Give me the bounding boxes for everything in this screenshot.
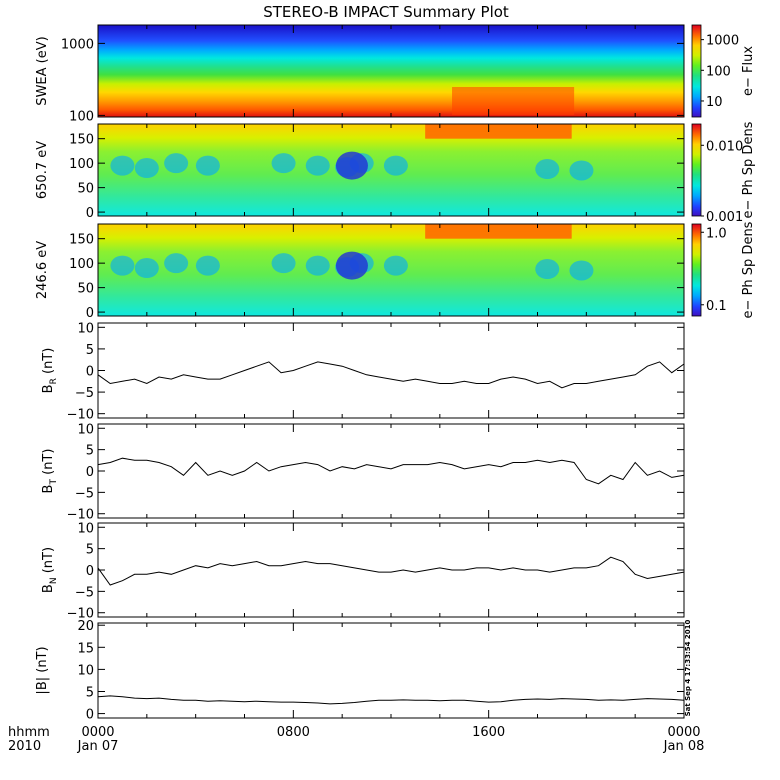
swea-colorbar — [691, 24, 702, 118]
y-tick-label: 100 — [69, 109, 94, 124]
panel-bt: BT (nT) — [41, 423, 685, 519]
y-tick-label: 50 — [77, 282, 94, 297]
br-frame — [97, 322, 685, 419]
figure-title: STEREO-B IMPACT Summary Plot — [263, 3, 509, 21]
pad650-y-label: 650.7 eV — [35, 141, 50, 199]
y-tick-label: 5 — [86, 343, 94, 358]
y-tick-label: −10 — [67, 408, 94, 423]
y-tick-label: 15 — [77, 641, 94, 656]
panel-bmag: |B| (nT) — [35, 622, 685, 719]
y-tick-label: 5 — [86, 685, 94, 700]
x-tick-label: 0800 — [277, 725, 310, 740]
y-tick-label: −10 — [67, 607, 94, 622]
bn-y-label: BN (nT) — [41, 547, 59, 593]
y-tick-label: 0 — [86, 564, 94, 579]
br-y-label: BR (nT) — [41, 348, 59, 394]
panel-br: BR (nT) — [41, 322, 685, 419]
swea-y-label: SWEA (eV) — [35, 36, 50, 105]
y-tick-label: 5 — [86, 444, 94, 459]
y-tick-label: 150 — [69, 133, 94, 148]
y-tick-label: 0 — [86, 365, 94, 380]
x-tick-label: 0000 — [667, 725, 700, 740]
y-tick-label: 10 — [77, 422, 94, 437]
x-tick-date-label: Jan 08 — [663, 739, 705, 754]
x-corner-label-top: hhmm — [8, 725, 50, 740]
bn-series-line — [97, 556, 685, 586]
timestamp: Sat Sep 4 17:33:54 2010 — [684, 619, 692, 716]
y-tick-label: 5 — [86, 543, 94, 558]
swea-spectrogram — [98, 25, 684, 117]
bt-series-line — [97, 457, 685, 485]
y-tick-label: −10 — [67, 508, 94, 523]
colorbar-tick-label: 0.001 — [706, 210, 743, 225]
y-tick-label: 10 — [77, 521, 94, 536]
bt-y-label: BT (nT) — [41, 449, 59, 494]
bt-frame — [97, 423, 685, 519]
bmag-y-label: |B| (nT) — [35, 646, 50, 694]
y-tick-label: 100 — [69, 157, 94, 172]
colorbar-tick-label: 0.1 — [706, 299, 727, 314]
br-series-line — [97, 361, 685, 389]
pad650-colorbar-label: e− Ph Sp Dens — [741, 121, 756, 218]
colorbar-tick-label: 10 — [706, 95, 723, 110]
y-tick-label: 10 — [77, 321, 94, 336]
panel-pad246: 0.1 1.0 e− Ph Sp Dens 246.6 eV — [35, 221, 756, 318]
y-tick-label: 100 — [69, 257, 94, 272]
colorbar-tick-label: 1000 — [706, 34, 739, 49]
y-tick-label: 0 — [86, 465, 94, 480]
panel-bn: BN (nT) — [41, 522, 685, 618]
y-tick-label: 50 — [77, 182, 94, 197]
pad246-colorbar-label: e− Ph Sp Dens — [741, 221, 756, 318]
y-tick-label: 0 — [86, 206, 94, 221]
pad246-y-label: 246.6 eV — [35, 241, 50, 299]
x-tick-label: 1600 — [472, 725, 505, 740]
pad246-colorbar — [691, 223, 702, 317]
swea-colorbar-label: e− Flux — [741, 46, 756, 96]
bn-frame — [97, 522, 685, 618]
y-tick-label: −5 — [75, 386, 94, 401]
y-tick-label: 1000 — [61, 37, 94, 52]
x-tick-label: 0000 — [81, 725, 114, 740]
y-tick-label: 150 — [69, 233, 94, 248]
x-tick-date-label: Jan 07 — [77, 739, 119, 754]
x-corner-label-bottom: 2010 — [8, 739, 41, 754]
pad650-colorbar — [691, 123, 702, 217]
colorbar-tick-label: 1.0 — [706, 226, 727, 241]
y-tick-label: 0 — [86, 708, 94, 723]
bmag-series-line — [97, 695, 685, 705]
colorbar-tick-label: 0.010 — [706, 139, 743, 154]
y-tick-label: −5 — [75, 585, 94, 600]
colorbar-tick-label: 100 — [706, 64, 731, 79]
y-tick-label: −5 — [75, 486, 94, 501]
y-tick-label: 0 — [86, 306, 94, 321]
bmag-frame — [97, 622, 685, 719]
y-tick-label: 20 — [77, 619, 94, 634]
y-tick-label: 10 — [77, 663, 94, 678]
